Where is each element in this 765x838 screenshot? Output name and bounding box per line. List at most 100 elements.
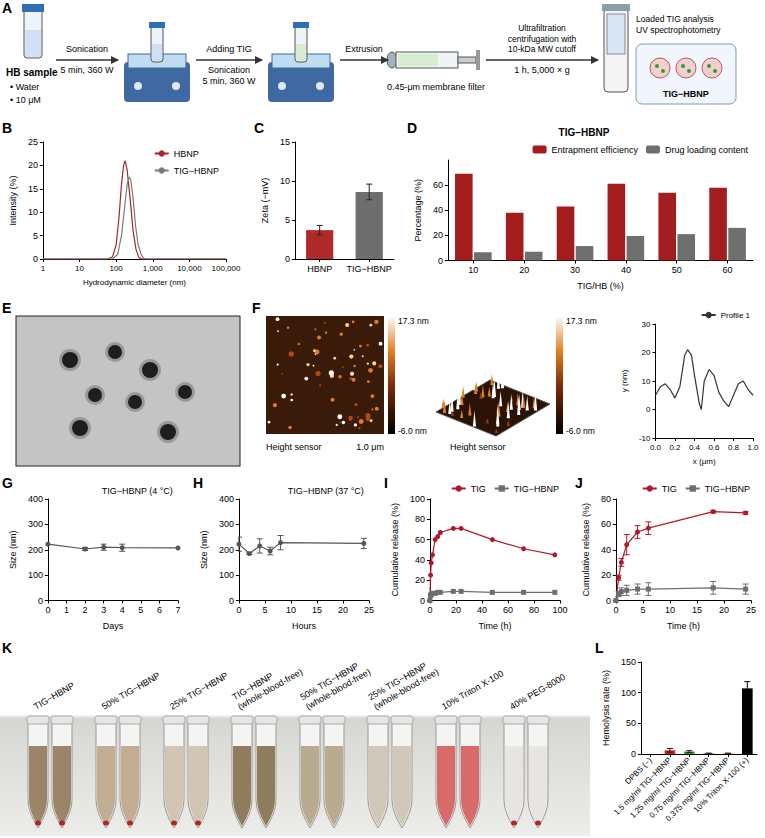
svg-text:TIG−HBNP: TIG−HBNP xyxy=(514,484,559,494)
svg-text:TIG−HBNP (37 °C): TIG−HBNP (37 °C) xyxy=(288,486,364,496)
svg-text:60: 60 xyxy=(415,535,425,545)
svg-text:17.3 nm: 17.3 nm xyxy=(398,316,429,326)
svg-text:HBNP: HBNP xyxy=(174,149,199,159)
svg-text:10: 10 xyxy=(280,176,290,186)
svg-text:15: 15 xyxy=(312,605,322,615)
svg-text:40: 40 xyxy=(433,205,443,215)
svg-text:100: 100 xyxy=(621,688,636,698)
svg-text:Size (nm): Size (nm) xyxy=(8,530,18,569)
svg-text:10,000: 10,000 xyxy=(177,264,202,273)
svg-text:1 h, 5,000 × g: 1 h, 5,000 × g xyxy=(514,65,569,75)
svg-text:5: 5 xyxy=(138,605,143,615)
svg-text:7: 7 xyxy=(175,605,180,615)
svg-text:60: 60 xyxy=(723,265,733,275)
svg-text:80: 80 xyxy=(601,494,611,504)
svg-text:0.6: 0.6 xyxy=(708,443,720,452)
svg-text:1.0 μm: 1.0 μm xyxy=(356,442,384,452)
svg-text:Drug loading content: Drug loading content xyxy=(665,145,749,155)
svg-text:5 min, 360 W: 5 min, 360 W xyxy=(60,65,114,75)
svg-text:Time (h): Time (h) xyxy=(667,621,700,631)
svg-text:0: 0 xyxy=(38,596,43,606)
svg-text:80: 80 xyxy=(415,514,425,524)
svg-text:UV spectrophotometry: UV spectrophotometry xyxy=(636,25,721,35)
svg-text:TIG−HBNP: TIG−HBNP xyxy=(705,484,750,494)
svg-text:20: 20 xyxy=(519,265,529,275)
svg-text:0: 0 xyxy=(285,254,290,264)
svg-text:0: 0 xyxy=(229,596,234,606)
svg-text:Zeta (−mV): Zeta (−mV) xyxy=(260,178,270,223)
svg-text:Loaded TIG analysis: Loaded TIG analysis xyxy=(636,14,714,24)
svg-text:0: 0 xyxy=(236,605,241,615)
svg-text:10: 10 xyxy=(286,605,296,615)
svg-text:x (μm): x (μm) xyxy=(693,457,716,466)
svg-text:2: 2 xyxy=(83,605,88,615)
svg-text:5: 5 xyxy=(285,215,290,225)
svg-text:0: 0 xyxy=(45,605,50,615)
svg-text:Time (h): Time (h) xyxy=(478,621,511,631)
svg-text:60: 60 xyxy=(601,519,611,529)
svg-text:Days: Days xyxy=(103,621,124,631)
svg-text:20: 20 xyxy=(601,570,611,580)
svg-text:1.0: 1.0 xyxy=(747,443,759,452)
svg-text:10% Triton X-100 (+): 10% Triton X-100 (+) xyxy=(692,756,751,815)
svg-text:15: 15 xyxy=(280,137,290,147)
svg-text:TIG: TIG xyxy=(662,484,677,494)
svg-text:150: 150 xyxy=(621,657,636,667)
svg-text:25: 25 xyxy=(364,605,374,615)
svg-text:1,000: 1,000 xyxy=(143,264,164,273)
svg-text:5 min, 360 W: 5 min, 360 W xyxy=(202,76,256,86)
svg-text:400: 400 xyxy=(28,494,43,504)
svg-text:Intensity (%): Intensity (%) xyxy=(8,175,18,225)
svg-text:0.45-μm membrane filter: 0.45-μm membrane filter xyxy=(387,82,485,92)
svg-text:10-kDa MW cutoff: 10-kDa MW cutoff xyxy=(508,44,577,54)
svg-text:0: 0 xyxy=(427,605,432,615)
svg-text:Adding TIG: Adding TIG xyxy=(206,44,251,54)
svg-text:20: 20 xyxy=(415,575,425,585)
svg-text:TIG−HBNP: TIG−HBNP xyxy=(174,166,219,176)
svg-text:Hemolysis rate (%): Hemolysis rate (%) xyxy=(601,670,611,746)
svg-text:400: 400 xyxy=(219,494,234,504)
svg-text:10: 10 xyxy=(75,264,84,273)
svg-text:40: 40 xyxy=(621,265,631,275)
svg-text:25% TIG−HBNP: 25% TIG−HBNP xyxy=(168,670,230,711)
svg-text:0: 0 xyxy=(606,596,611,606)
svg-text:50: 50 xyxy=(626,718,636,728)
svg-text:6: 6 xyxy=(157,605,162,615)
svg-text:0: 0 xyxy=(646,405,651,414)
svg-text:15: 15 xyxy=(692,605,702,615)
svg-text:50: 50 xyxy=(672,265,682,275)
svg-text:0: 0 xyxy=(631,749,636,759)
svg-text:60: 60 xyxy=(503,605,513,615)
svg-text:-6.0 nm: -6.0 nm xyxy=(398,426,427,436)
svg-text:0.2: 0.2 xyxy=(669,443,681,452)
svg-text:100: 100 xyxy=(410,494,425,504)
svg-text:0: 0 xyxy=(438,256,443,266)
svg-text:5: 5 xyxy=(33,231,38,241)
svg-text:300: 300 xyxy=(219,519,234,529)
svg-text:5: 5 xyxy=(640,605,645,615)
svg-text:Hours: Hours xyxy=(292,621,317,631)
svg-text:10: 10 xyxy=(28,207,38,217)
svg-text:TIG−HBNP: TIG−HBNP xyxy=(663,89,709,99)
svg-text:10% Triton X-100: 10% Triton X-100 xyxy=(440,668,505,711)
svg-text:20: 20 xyxy=(433,230,443,240)
svg-text:0: 0 xyxy=(613,605,618,615)
svg-text:TIG−HBNP: TIG−HBNP xyxy=(32,680,76,711)
svg-text:15: 15 xyxy=(28,184,38,194)
svg-text:Height sensor: Height sensor xyxy=(266,442,322,452)
svg-text:100: 100 xyxy=(552,605,567,615)
svg-text:Cumulative release (%): Cumulative release (%) xyxy=(581,503,591,597)
svg-text:4: 4 xyxy=(120,605,125,615)
svg-text:300: 300 xyxy=(28,519,43,529)
svg-text:0: 0 xyxy=(420,596,425,606)
svg-text:100: 100 xyxy=(109,264,123,273)
svg-text:30: 30 xyxy=(570,265,580,275)
svg-text:-6.0 nm: -6.0 nm xyxy=(566,426,595,436)
svg-text:0: 0 xyxy=(33,254,38,264)
svg-text:20: 20 xyxy=(451,605,461,615)
svg-text:centrifugation with: centrifugation with xyxy=(508,34,577,44)
svg-text:5: 5 xyxy=(262,605,267,615)
svg-text:Sonication: Sonication xyxy=(66,44,108,54)
svg-text:20: 20 xyxy=(28,160,38,170)
svg-text:50% TIG−HBNP(whole-blood-free): 50% TIG−HBNP(whole-blood-free) xyxy=(299,657,373,712)
